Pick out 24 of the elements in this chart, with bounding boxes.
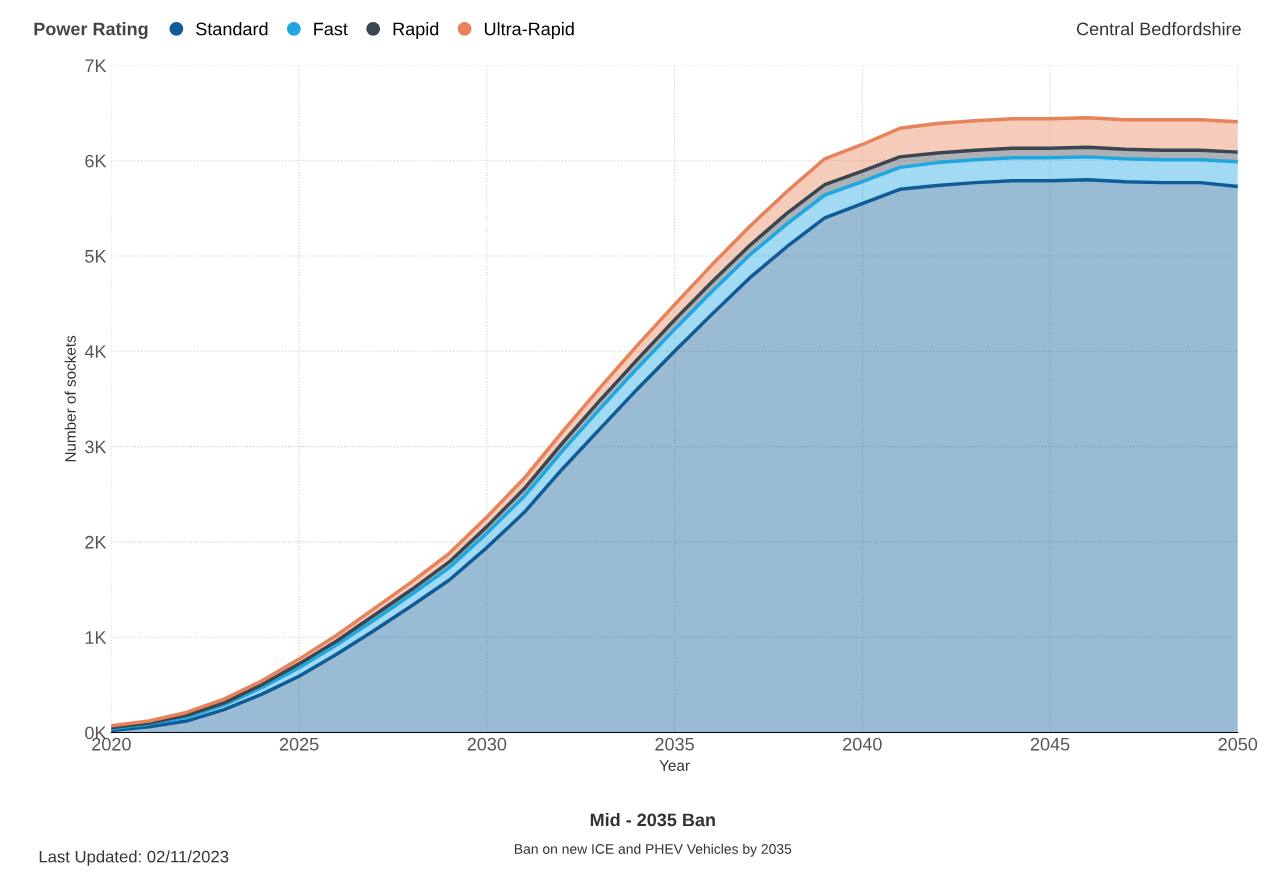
y-tick-label: 3K [85,440,107,454]
legend-label: Rapid [393,22,439,39]
y-tick-label: 2K [85,535,107,549]
x-tick-label: 2040 [843,737,882,751]
x-tick-label: 2050 [1218,737,1258,751]
y-tick-label: 4K [84,345,107,358]
x-tick-label: 2030 [467,737,507,751]
x-tick-label: 2025 [279,737,319,751]
legend-label: Ultra-Rapid [484,22,574,39]
legend-label: Fast [314,22,348,36]
x-tick-label: 2035 [655,737,694,751]
chart-title: Central Bedfordshire [1076,22,1241,36]
text: Last Updated: 02/11/2023 [39,850,229,866]
x-tick-label: 2045 [1030,737,1070,751]
legend-label: Standard [196,22,268,36]
legend-title: Power Rating [34,22,148,39]
y-tick-label: 1K [85,631,107,644]
text: Mid - 2035 Ban [590,813,715,827]
y-axis-title: Number of sockets [64,335,76,462]
y-tick-label: 6K [85,154,107,168]
x-axis-title: Year [659,760,690,771]
y-tick-label: 7K [85,59,107,72]
text: Ban on new ICE and PHEV Vehicles by 2035 [514,843,792,857]
y-tick-label: 5K [85,250,107,263]
